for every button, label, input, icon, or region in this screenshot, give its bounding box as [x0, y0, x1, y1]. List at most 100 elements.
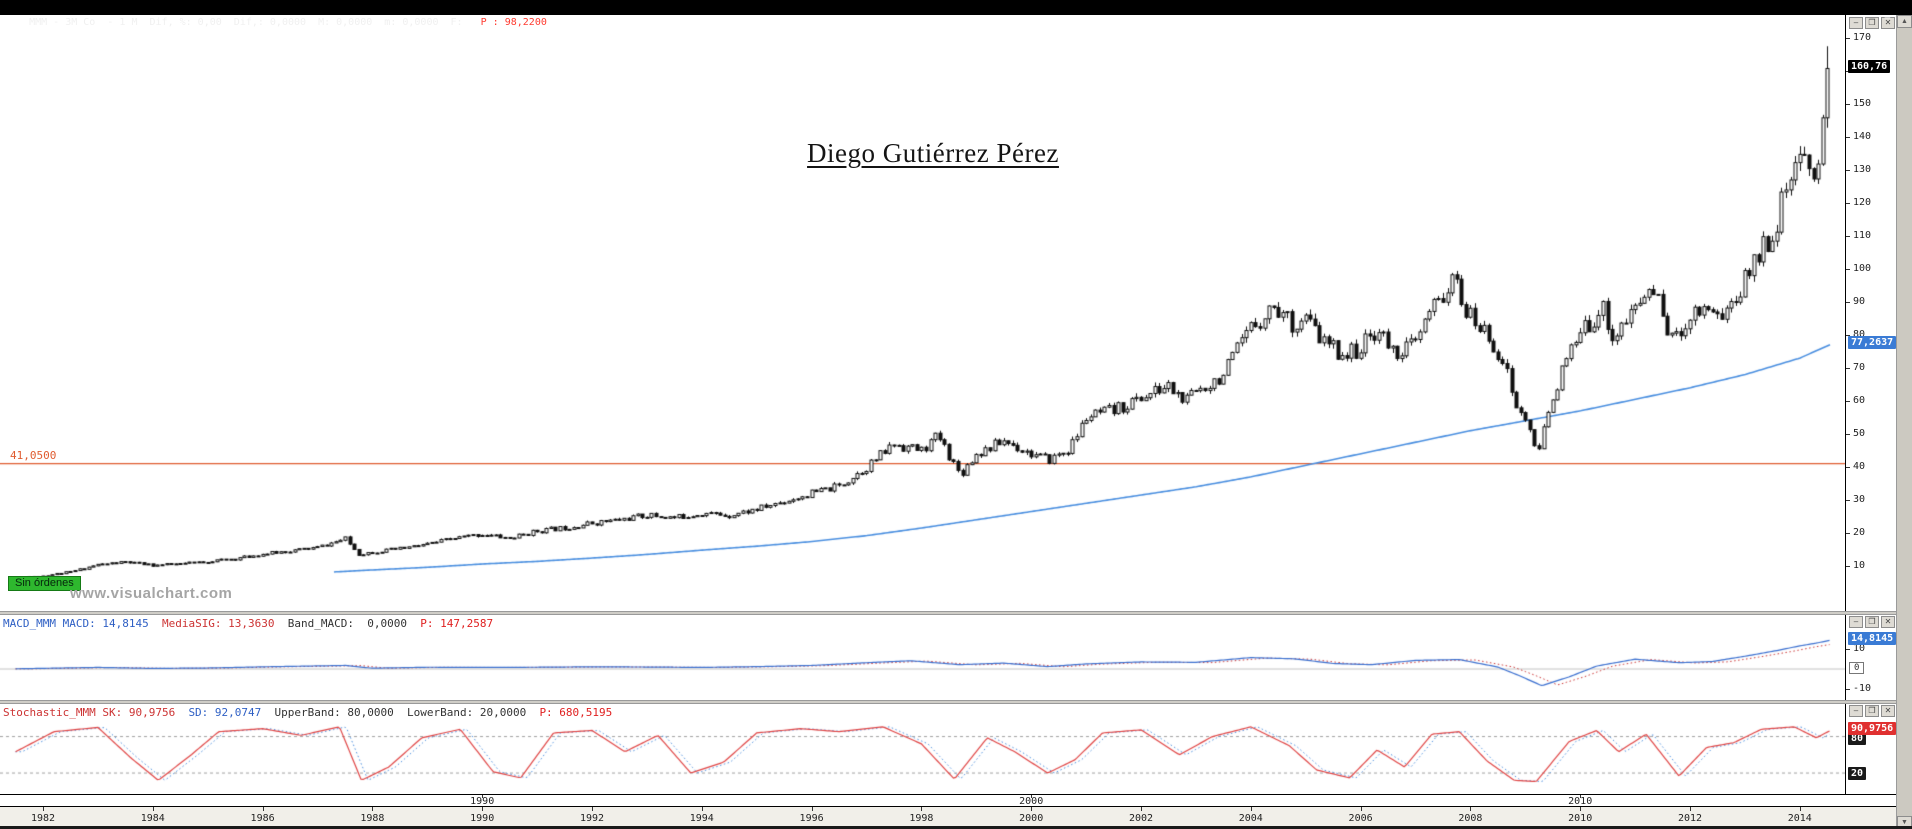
price-tick-label: 90 — [1853, 296, 1866, 307]
header-segment: SK: 90,9756 — [102, 706, 189, 719]
vertical-scrollbar[interactable]: ▲ ▼ — [1896, 15, 1912, 829]
panel-splitter[interactable] — [0, 700, 1896, 704]
restore-icon[interactable]: ❐ — [1865, 17, 1879, 29]
year-tick — [262, 807, 264, 811]
year-label: 2004 — [1238, 813, 1263, 824]
decade-tick — [1580, 795, 1582, 798]
stochastic-chart-canvas[interactable] — [0, 704, 1845, 794]
restore-icon[interactable]: ❐ — [1865, 616, 1879, 628]
minimize-icon[interactable]: – — [1849, 616, 1863, 628]
decade-tick — [482, 795, 484, 798]
price-tick-label: 40 — [1853, 461, 1866, 472]
price-chart-canvas[interactable] — [0, 15, 1845, 611]
header-segment: SD: 92,0747 — [188, 706, 275, 719]
hline-price-label: 41,0500 — [10, 449, 57, 462]
minimize-icon[interactable]: ─ — [1884, 14, 1891, 24]
maximize-icon[interactable]: □ — [1884, 27, 1891, 37]
year-label: 2014 — [1787, 813, 1812, 824]
header-segment: MACD: 14,8145 — [62, 617, 162, 630]
decade-tick — [1031, 795, 1033, 798]
minimize-icon[interactable]: – — [1849, 705, 1863, 717]
main-panel-window-controls: – ❐ ✕ — [1849, 17, 1895, 29]
stoch-panel-window-controls: – ❐ ✕ — [1849, 705, 1895, 717]
header-segment: MediaSIG: 13,3630 — [161, 617, 288, 630]
watermark-text: www.visualchart.com — [70, 585, 233, 602]
year-tick — [482, 807, 484, 811]
panel-splitter[interactable] — [0, 611, 1896, 615]
stochastic-header: Stochastic_MMM SK: 90,9756 SD: 92,0747 U… — [3, 706, 612, 719]
price-tick-label: 20 — [1853, 527, 1866, 538]
price-tick — [1846, 137, 1850, 138]
price-tick — [1846, 170, 1850, 171]
header-segment: UpperBand: 80,0000 — [274, 706, 407, 719]
year-tick — [43, 807, 44, 811]
year-label: 1992 — [579, 813, 605, 824]
ma-value-badge: 77,2637 — [1848, 336, 1897, 350]
year-label: 1988 — [360, 813, 385, 824]
year-label: 1996 — [799, 813, 824, 824]
macd-tick-label: -10 — [1853, 682, 1872, 694]
titlebar-segment: P : 98,2200 — [468, 17, 547, 28]
price-axis[interactable]: 1701601501401301201101009080706050403020… — [1845, 15, 1897, 794]
year-tick — [1360, 807, 1362, 811]
macd-chart-canvas[interactable] — [0, 615, 1845, 700]
price-tick-label: 80 — [1853, 329, 1866, 340]
restore-icon[interactable]: ❐ — [1865, 705, 1879, 717]
header-segment: P: 680,5195 — [539, 706, 613, 719]
year-label: 2012 — [1677, 813, 1703, 824]
titlebar: MMM - 3M Co - 1 M Dif, %: 0,00 Dif,: 0,0… — [0, 0, 1912, 50]
macd-value-badge: 14,8145 — [1848, 631, 1897, 645]
price-tick — [1846, 38, 1850, 39]
year-label: 1986 — [250, 813, 275, 824]
year-label: 2006 — [1348, 813, 1373, 824]
price-tick-label: 170 — [1853, 32, 1872, 43]
price-tick — [1846, 434, 1850, 435]
year-tick — [1580, 807, 1582, 811]
year-label: 2010 — [1568, 813, 1593, 824]
titlebar-segment: MMM - 3M Co - 1 M — [29, 17, 144, 28]
macd-tick — [1846, 649, 1850, 651]
price-tick — [1846, 533, 1850, 534]
year-label: 2002 — [1128, 813, 1154, 824]
decade-label: 2010 — [1568, 796, 1593, 807]
price-tick — [1846, 302, 1850, 303]
year-label: 1984 — [140, 813, 165, 824]
header-segment: Stochastic_MMM — [3, 706, 103, 719]
time-axis-years[interactable]: 1982 1984 1986 1988 1990 1992 1994 1996 1998 2000… — [0, 806, 1896, 829]
close-icon[interactable]: ✕ — [1881, 705, 1895, 717]
price-tick-label: 150 — [1853, 98, 1872, 109]
decade-label: 1990 — [470, 796, 495, 807]
orders-status-badge[interactable]: Sin órdenes — [8, 576, 81, 591]
annotation-text: Diego Gutiérrez Pérez — [807, 138, 1059, 168]
year-tick — [811, 807, 813, 811]
price-tick — [1846, 104, 1850, 105]
window-bottom-edge — [0, 826, 1912, 829]
stoch-sk-badge: 90,9756 — [1848, 721, 1897, 735]
year-tick — [1470, 807, 1472, 811]
price-tick — [1846, 467, 1850, 468]
titlebar-segment: Dif, %: 0,00 Dif,: 0,0000 M: 0,0000 m: 0… — [143, 17, 469, 28]
price-tick-label: 100 — [1853, 263, 1872, 274]
year-tick — [1250, 807, 1252, 811]
price-tick-label: 30 — [1853, 494, 1866, 505]
year-tick — [1141, 807, 1142, 811]
year-label: 2000 — [1019, 813, 1044, 824]
price-tick-label: 110 — [1853, 230, 1872, 241]
price-tick-label: 50 — [1853, 428, 1866, 439]
minimize-icon[interactable]: – — [1849, 17, 1863, 29]
year-tick — [152, 807, 154, 811]
titlebar-window-controls: ─ □ × — [1848, 0, 1894, 50]
titlebar-symbol-info: MMM - 3M Co - 1 M Dif, %: 0,00 Dif,: 0,0… — [29, 17, 547, 28]
header-segment: MACD_MMM — [3, 617, 63, 630]
price-tick — [1846, 566, 1850, 567]
price-tick-label: 10 — [1853, 560, 1866, 571]
macd-panel-window-controls: – ❐ ✕ — [1849, 616, 1895, 628]
stoch-lower-badge: 20 — [1848, 767, 1867, 781]
header-segment: Band_MACD: 0,0000 — [287, 617, 421, 630]
macd-header: MACD_MMM MACD: 14,8145 MediaSIG: 13,3630… — [3, 617, 493, 630]
close-icon[interactable]: ✕ — [1881, 616, 1895, 628]
scroll-up-icon[interactable]: ▲ — [1897, 15, 1912, 28]
close-icon[interactable]: × — [1884, 40, 1891, 50]
close-icon[interactable]: ✕ — [1881, 17, 1895, 29]
year-tick — [592, 807, 593, 811]
